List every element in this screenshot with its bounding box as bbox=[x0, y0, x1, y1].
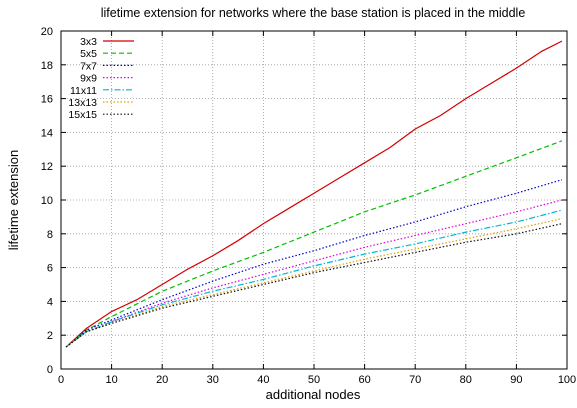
x-tick-label: 80 bbox=[460, 374, 472, 386]
x-tick-label: 40 bbox=[257, 374, 269, 386]
legend-label-15x15: 15x15 bbox=[68, 109, 97, 121]
y-tick-label: 2 bbox=[47, 330, 53, 342]
legend-label-13x13: 13x13 bbox=[68, 97, 97, 109]
x-tick-label: 0 bbox=[58, 374, 64, 386]
x-tick-label: 50 bbox=[308, 374, 320, 386]
x-tick-label: 30 bbox=[207, 374, 219, 386]
y-tick-label: 14 bbox=[41, 127, 53, 139]
x-tick-label: 20 bbox=[156, 374, 168, 386]
legend-label-9x9: 9x9 bbox=[80, 73, 97, 85]
legend-label-3x3: 3x3 bbox=[80, 36, 97, 48]
y-tick-label: 8 bbox=[47, 229, 53, 241]
axes: 0 10 20 30 40 50 60 70 80 90 100 0 2 4 6 8 10 12 14 16 18 20 bbox=[41, 26, 576, 386]
y-tick-label: 10 bbox=[41, 195, 53, 207]
series-lines bbox=[65, 40, 563, 348]
series-line-7x7 bbox=[65, 179, 563, 348]
grid-lines bbox=[61, 31, 567, 369]
chart-title: lifetime extension for networks where th… bbox=[101, 6, 526, 20]
series-line-15x15 bbox=[65, 223, 563, 348]
y-axis-label: lifetime extension bbox=[6, 150, 21, 250]
y-tick-label: 18 bbox=[41, 60, 53, 72]
y-tick-label: 0 bbox=[47, 364, 53, 376]
x-tick-label: 90 bbox=[510, 374, 522, 386]
x-tick-label: 10 bbox=[105, 374, 117, 386]
series-line-5x5 bbox=[65, 140, 563, 348]
series-line-11x11 bbox=[65, 209, 563, 348]
x-axis-label: additional nodes bbox=[266, 387, 361, 402]
legend-label-7x7: 7x7 bbox=[80, 60, 97, 72]
series-line-13x13 bbox=[65, 218, 563, 348]
y-tick-label: 16 bbox=[41, 94, 53, 106]
y-tick-label: 12 bbox=[41, 161, 53, 173]
y-tick-label: 4 bbox=[47, 296, 53, 308]
x-tick-label: 70 bbox=[409, 374, 421, 386]
y-tick-label: 6 bbox=[47, 263, 53, 275]
x-tick-label: 60 bbox=[358, 374, 370, 386]
series-line-9x9 bbox=[65, 199, 563, 348]
legend-label-11x11: 11x11 bbox=[70, 85, 97, 97]
y-tick-label: 20 bbox=[41, 26, 53, 38]
x-tick-label: 100 bbox=[558, 374, 576, 386]
legend-label-5x5: 5x5 bbox=[80, 48, 97, 60]
series-line-3x3 bbox=[65, 40, 563, 348]
